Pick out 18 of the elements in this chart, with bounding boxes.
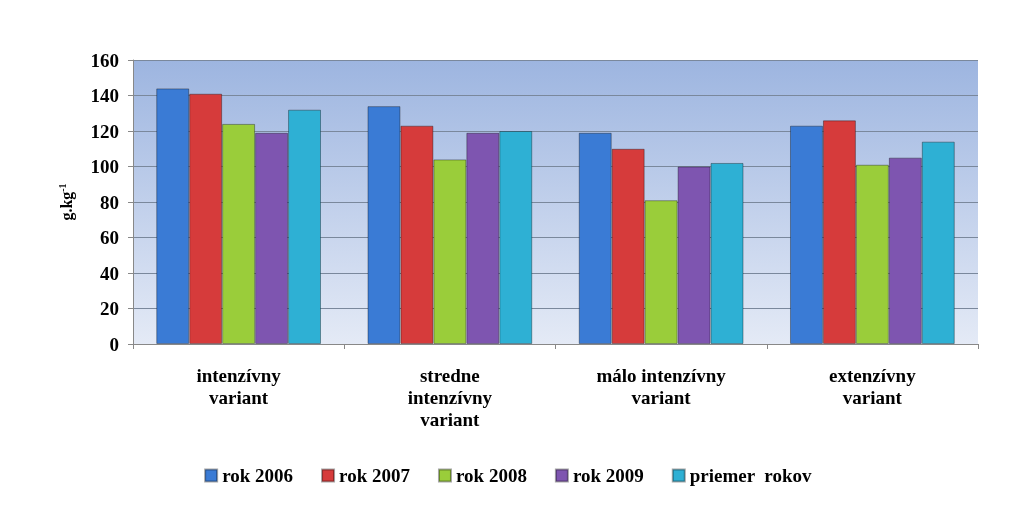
y-tick-label: 20: [100, 298, 119, 319]
y-tick-label: 140: [90, 85, 119, 106]
y-tick-label: 80: [100, 191, 119, 213]
y-tick-label: 100: [90, 156, 119, 177]
x-tick-label: extenzívny variant: [829, 364, 917, 408]
legend-label: rok 2007: [339, 465, 411, 486]
y-tick-label: 160: [90, 49, 119, 71]
legend-label: rok 2009: [572, 465, 644, 486]
y-tick-label: 60: [100, 227, 119, 248]
legend-label: rok 2008: [455, 465, 527, 486]
y-tick-label: 0: [109, 333, 119, 355]
y-tick-label: 40: [100, 262, 119, 284]
x-tick-label: intenzívny variant: [196, 364, 282, 408]
legend-label: rok 2006: [222, 465, 294, 486]
x-tick-label: málo intenzívny variant: [596, 364, 727, 408]
x-tick-label: stredne intenzívny variant: [407, 364, 493, 430]
legend-label: priemer rokov: [689, 465, 812, 486]
y-tick-label: 120: [90, 120, 119, 142]
